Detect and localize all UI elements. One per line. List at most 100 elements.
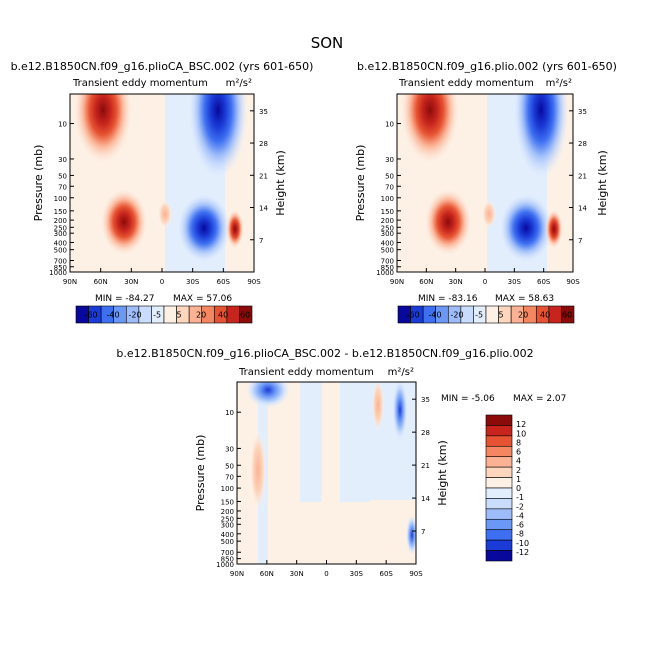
panel3-colorbar-swatch — [485, 466, 513, 478]
panel1-upper-pos-jet — [73, 94, 133, 165]
panel3-y-tick-label: 70 — [225, 473, 234, 481]
panel1-lower-pos-max — [100, 188, 148, 256]
panel1-lower-neg-min — [177, 193, 231, 263]
panel2-colorbar-label: 5 — [499, 311, 504, 320]
panel2-lower-neg-min — [499, 193, 553, 263]
panel1-y-tick-label: 150 — [54, 208, 67, 216]
panel1-y2-tick-label: 14 — [259, 205, 268, 213]
panel3-upper-neg-1 — [246, 382, 290, 408]
panel3-colorbar-swatch — [485, 414, 513, 426]
panel2-y-tick-label: 200 — [381, 217, 394, 225]
panel2-upper-pos-jet — [400, 94, 460, 165]
panel3-subtitle-right: m²/s² — [388, 367, 414, 378]
panel2-colorbar-label: 60 — [562, 311, 572, 320]
panel2-x-tick-label: 90S — [566, 278, 580, 286]
panel1-y-tick-label: 30 — [58, 156, 67, 164]
panel1-y-tick-label: 400 — [54, 239, 67, 247]
panel1-x-tick-label: 60S — [217, 278, 231, 286]
panel1-max-label: MAX = 57.06 — [173, 294, 232, 304]
panel2-colorbar-swatch — [485, 305, 499, 324]
panel1-colorbar-label: -5 — [153, 311, 161, 320]
panel1-small-pos-1 — [158, 200, 172, 228]
panel3-colorbar-swatch — [485, 425, 513, 437]
panel2-small-pos-1 — [482, 200, 496, 228]
panel3-x-tick-label: 90N — [230, 570, 244, 578]
panel3-neg-strip-1 — [300, 382, 322, 502]
panel3-lower-neg — [406, 515, 416, 555]
panel2-upper-neg-jet — [513, 94, 569, 180]
panel1-x-tick-label: 30S — [186, 278, 200, 286]
panel3-field — [237, 382, 416, 564]
panel1-y-tick-label: 850 — [54, 264, 67, 272]
panel1-y2-tick-label: 7 — [259, 237, 263, 245]
panel2-y-tick-label: 700 — [381, 258, 394, 266]
panel3-max-label: MAX = 2.07 — [513, 394, 566, 404]
panel1-ylabel: Pressure (mb) — [32, 145, 45, 222]
panel3-colorbar-label: 6 — [516, 448, 521, 457]
panel3-y2-tick-label: 7 — [421, 528, 425, 536]
panel1-subtitle-left: Transient eddy momentum — [72, 78, 208, 89]
panel2-y-tick-label: 850 — [381, 264, 394, 272]
panel1-y2-tick-label: 28 — [259, 140, 268, 148]
panel2-y-tick-label: 30 — [385, 156, 394, 164]
panel3-y-tick-label: 850 — [221, 556, 234, 564]
panel3-colorbar-swatch — [485, 550, 513, 562]
panel1-colorbar-label: 20 — [196, 311, 206, 320]
panel3-y2-tick-label: 21 — [421, 462, 430, 470]
panel3-y2-tick-label: 35 — [421, 396, 430, 404]
panel2-x-tick-label: 60S — [537, 278, 551, 286]
panel1-colorbar-label: -20 — [129, 311, 142, 320]
panel1-x-tick-label: 90N — [63, 278, 77, 286]
panel1-y2-tick-label: 35 — [259, 108, 268, 116]
panel3-colorbar-swatch — [485, 529, 513, 541]
panel2-x-tick-label: 0 — [483, 278, 487, 286]
panel2-lower-pos-max — [424, 188, 472, 256]
panel1-y-tick-label: 50 — [58, 172, 67, 180]
panel2-y2-tick-label: 21 — [578, 172, 587, 180]
panel3-colorbar-label: 1 — [516, 475, 521, 484]
panel3-upper-neg-min — [392, 382, 408, 442]
panel2-x-tick-label: 90N — [390, 278, 404, 286]
panel3-y-tick-label: 150 — [221, 498, 234, 506]
panel3-ylabel-right: Height (km) — [436, 440, 449, 506]
panel2-x-tick-label: 30N — [449, 278, 463, 286]
panel2-colorbar-swatch — [561, 305, 575, 324]
panel3-x-tick-label: 0 — [324, 570, 328, 578]
panel2-colorbar-label: 20 — [518, 311, 528, 320]
panel2-ylabel: Pressure (mb) — [354, 145, 367, 222]
panel1-colorbar-label: 40 — [218, 311, 228, 320]
panel3-colorbar-label: 4 — [516, 457, 521, 466]
panel1-y-tick-label: 70 — [58, 183, 67, 191]
panel3-colorbar-label: -8 — [516, 530, 524, 539]
panel3-y-tick-label: 400 — [221, 531, 234, 539]
panel1-colorbar-swatch — [239, 305, 253, 324]
panel1-colorbar-label: 5 — [177, 311, 182, 320]
panel2-y-tick-label: 70 — [385, 183, 394, 191]
panel3-y-tick-label: 30 — [225, 445, 234, 453]
panel3-x-tick-label: 60N — [260, 570, 274, 578]
panel3-min-label: MIN = -5.06 — [441, 394, 495, 404]
panel1-small-pos-2 — [226, 209, 244, 249]
panel3-colorbar-swatch — [485, 508, 513, 520]
panel1-ylabel-right: Height (km) — [274, 150, 287, 216]
panel3-colorbar-swatch — [485, 518, 513, 531]
panel3-pos-strip-1 — [238, 382, 258, 564]
panel3-colorbar-label: 10 — [516, 429, 526, 438]
panel3-colorbar-swatch — [485, 539, 513, 551]
panel1-y-tick-label: 200 — [54, 217, 67, 225]
panel3-y-tick-label: 250 — [221, 515, 234, 523]
panel2-y-tick-label: 1000 — [376, 269, 394, 277]
panel3-y2-tick-label: 14 — [421, 495, 430, 503]
panel1-colorbar-label: -40 — [107, 311, 120, 320]
panel2-ylabel-right: Height (km) — [596, 150, 609, 216]
panel3-y-tick-label: 200 — [221, 508, 234, 516]
panel2-y2-tick-label: 35 — [578, 108, 587, 116]
panel3-colorbar-swatch — [485, 477, 513, 489]
panel3-x-tick-label: 60S — [379, 570, 393, 578]
panel3-colorbar-swatch — [485, 487, 513, 499]
panel2-y-tick-label: 10 — [385, 121, 394, 129]
panel3-y-tick-label: 300 — [221, 521, 234, 529]
panel1-subtitle-right: m²/s² — [226, 78, 252, 89]
panel3-colorbar-swatch — [485, 435, 513, 447]
panel1-y-tick-label: 700 — [54, 258, 67, 266]
